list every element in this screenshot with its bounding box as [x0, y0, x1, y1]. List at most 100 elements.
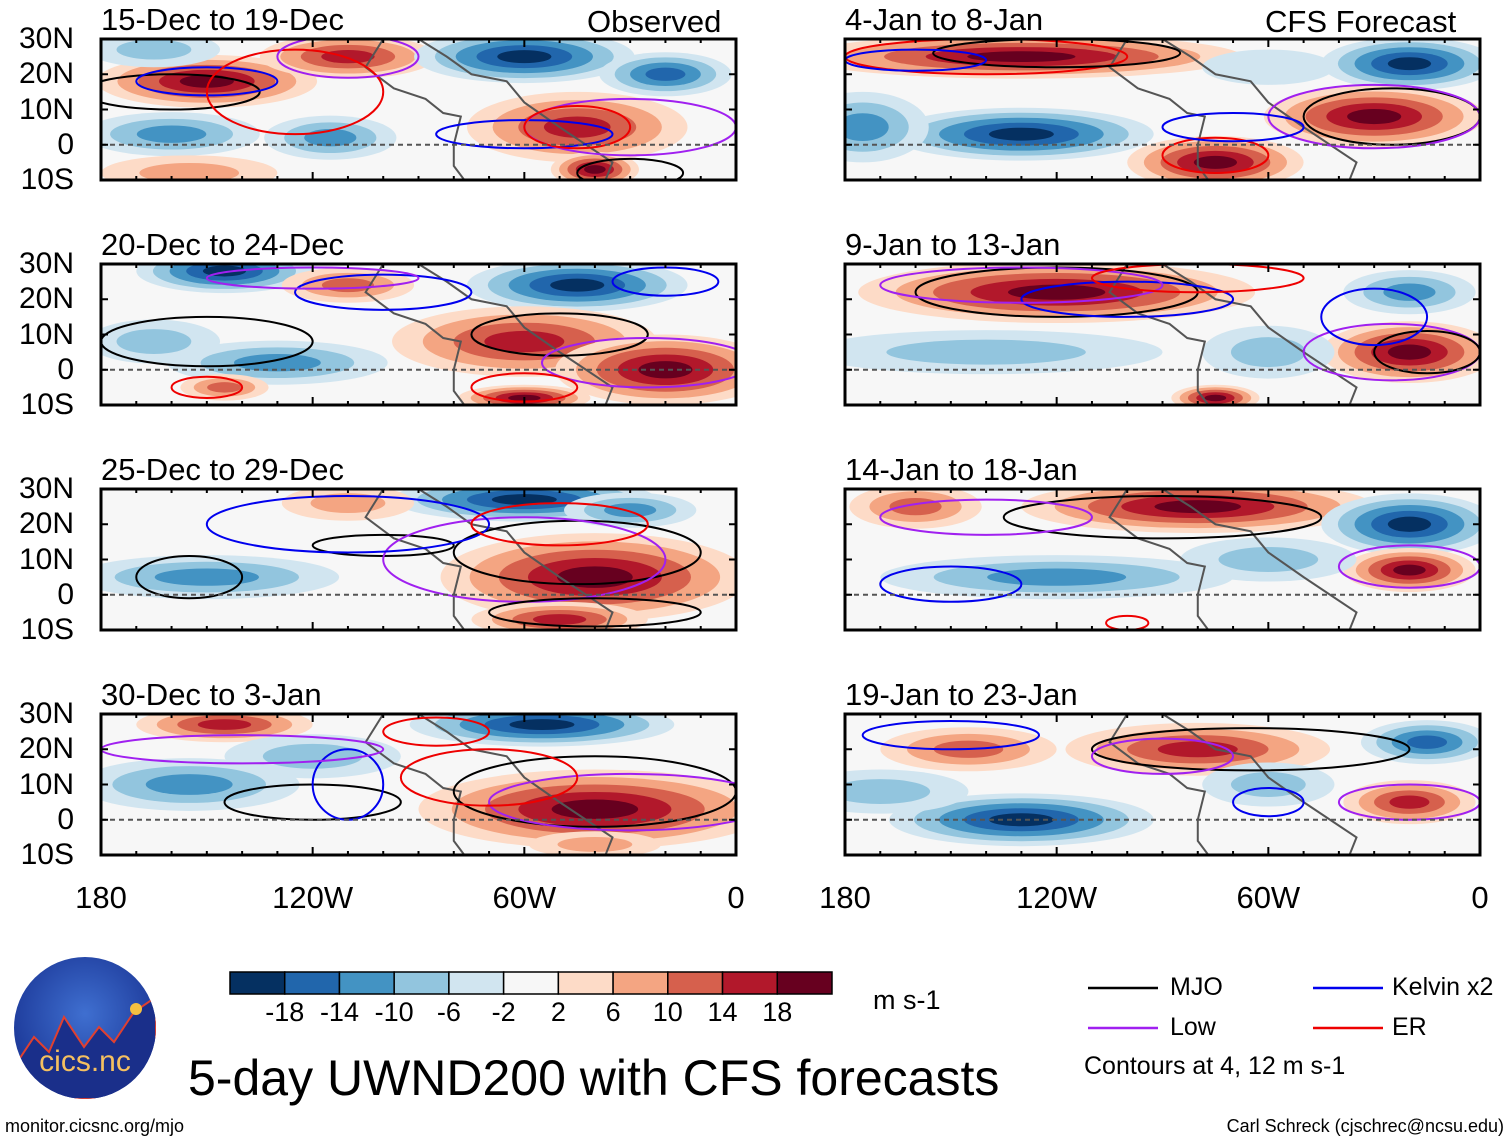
- er-contour: [1161, 136, 1270, 174]
- kelvin-contour: [861, 720, 1041, 751]
- colorbar-label: 14: [707, 997, 738, 1027]
- anomaly-contour-fill: [1230, 337, 1306, 368]
- anomaly-contour-fill: [584, 165, 606, 174]
- anomaly-contour-fill: [1202, 49, 1335, 85]
- colorbar-swatch: [721, 971, 779, 995]
- kelvin-contour: [294, 273, 473, 311]
- colorbar-swatch: [448, 971, 505, 995]
- lat-tick-label: 20N: [18, 732, 74, 766]
- cics-logo: cics.nc: [14, 957, 156, 1099]
- anomaly-contour-fill: [1007, 284, 1106, 300]
- anomaly-contour-fill: [1154, 500, 1242, 514]
- low-contour: [488, 772, 736, 832]
- kelvin-contour: [435, 119, 614, 150]
- kelvin-contour: [879, 565, 1023, 603]
- anomaly-contour-fill: [557, 836, 633, 852]
- coastline: [1161, 264, 1358, 405]
- colorbar-swatch: [612, 971, 669, 995]
- logo-text: cics.nc: [39, 1045, 131, 1078]
- kelvin-contour: [1232, 787, 1305, 818]
- lat-tick-label: 30N: [18, 472, 74, 505]
- lon-tick-label: 120W: [1016, 880, 1098, 915]
- anomaly-contour-fill: [136, 125, 207, 143]
- anomaly-contour-fill: [1218, 547, 1319, 572]
- map-panel: [845, 714, 1480, 855]
- mjo-contour: [135, 554, 244, 600]
- anomaly-contour-fill: [645, 67, 686, 81]
- er-contour: [382, 716, 491, 747]
- colorbar-swatch: [502, 971, 560, 995]
- anomaly-contour-fill: [886, 339, 1086, 365]
- figure-title: 5-day UWND200 with CFS forecasts: [188, 1050, 1000, 1106]
- mjo-contour: [1373, 329, 1480, 375]
- mjo-contour: [1090, 727, 1411, 772]
- panel-title: 9-Jan to 13-Jan: [845, 227, 1061, 262]
- lat-tick-label: 10S: [20, 163, 74, 196]
- legend-low: Low: [1170, 1013, 1216, 1041]
- anomaly-contour-fill: [1393, 564, 1426, 576]
- mjo-contour: [1002, 495, 1323, 540]
- er-contour: [1105, 614, 1150, 630]
- anomaly-contour-fill: [310, 493, 386, 514]
- er-contour: [170, 375, 244, 399]
- anomaly-contour-fill: [845, 779, 931, 804]
- anomaly-contour-fill: [145, 774, 233, 795]
- colorbar-swatch: [776, 971, 833, 995]
- er-contour: [470, 502, 649, 547]
- colorbar-swatch: [229, 971, 286, 995]
- colorbar-label: 6: [605, 997, 621, 1027]
- panel-title: 15-Dec to 19-Dec: [101, 2, 344, 37]
- lat-tick-label: 0: [57, 352, 74, 386]
- anomaly-contour-fill: [197, 719, 252, 730]
- source-url[interactable]: monitor.cicsnc.org/mjo: [5, 1116, 185, 1136]
- lon-tick-label: 60W: [492, 880, 557, 915]
- mjo-contour: [576, 157, 685, 180]
- lat-tick-label: 0: [57, 577, 74, 611]
- er-contour: [399, 748, 579, 807]
- colorbar-label: -10: [374, 997, 414, 1027]
- map-panel: [101, 714, 736, 855]
- legend-kelvin: Kelvin x2: [1392, 973, 1494, 1001]
- anomaly-contour-fill: [845, 113, 889, 142]
- anomaly-contour-fill: [988, 813, 1054, 827]
- anomaly-contour-fill: [551, 799, 639, 819]
- anomaly-contour-fill: [491, 494, 557, 505]
- legend-mjo: MJO: [1170, 973, 1223, 1001]
- lat-tick-label: 30N: [18, 22, 74, 55]
- coastline: [364, 264, 466, 405]
- colorbar-label: -2: [491, 997, 516, 1027]
- lat-tick-label: 0: [57, 802, 74, 836]
- anomaly-contour-fill: [1389, 795, 1430, 809]
- lat-tick-label: 20N: [18, 57, 74, 91]
- anomaly-contour-fill: [1387, 344, 1432, 360]
- coastline: [1108, 39, 1210, 180]
- colorbar-label: 10: [652, 997, 683, 1027]
- lat-tick-label: 10N: [18, 542, 74, 576]
- lon-tick-label: 180: [819, 880, 871, 915]
- map-panel: [101, 39, 736, 180]
- colorbar-swatch: [667, 971, 724, 995]
- lon-tick-label: 0: [727, 880, 745, 915]
- er-contour: [845, 39, 1129, 76]
- anomaly-contour-fill: [1407, 735, 1448, 749]
- colorbar-swatch: [338, 971, 395, 995]
- lon-tick-label: 120W: [272, 880, 354, 915]
- lat-tick-label: 10N: [18, 317, 74, 351]
- mjo-contour: [932, 39, 1182, 69]
- lat-tick-label: 10S: [20, 838, 74, 871]
- low-contour: [879, 498, 1093, 536]
- colorbar-swatch: [283, 971, 341, 995]
- panel-title: 20-Dec to 24-Dec: [101, 227, 344, 262]
- mjo-contour: [101, 73, 261, 111]
- legend-er: ER: [1392, 1013, 1427, 1041]
- lat-tick-label: 0: [57, 127, 74, 161]
- anomaly-contour-fill: [967, 51, 1076, 63]
- map-panel: [845, 489, 1480, 630]
- lon-tick-label: 0: [1471, 880, 1489, 915]
- low-contour: [1337, 783, 1480, 821]
- lon-tick-label: 180: [75, 880, 127, 915]
- lat-tick-label: 20N: [18, 507, 74, 541]
- kelvin-contour: [1161, 112, 1305, 143]
